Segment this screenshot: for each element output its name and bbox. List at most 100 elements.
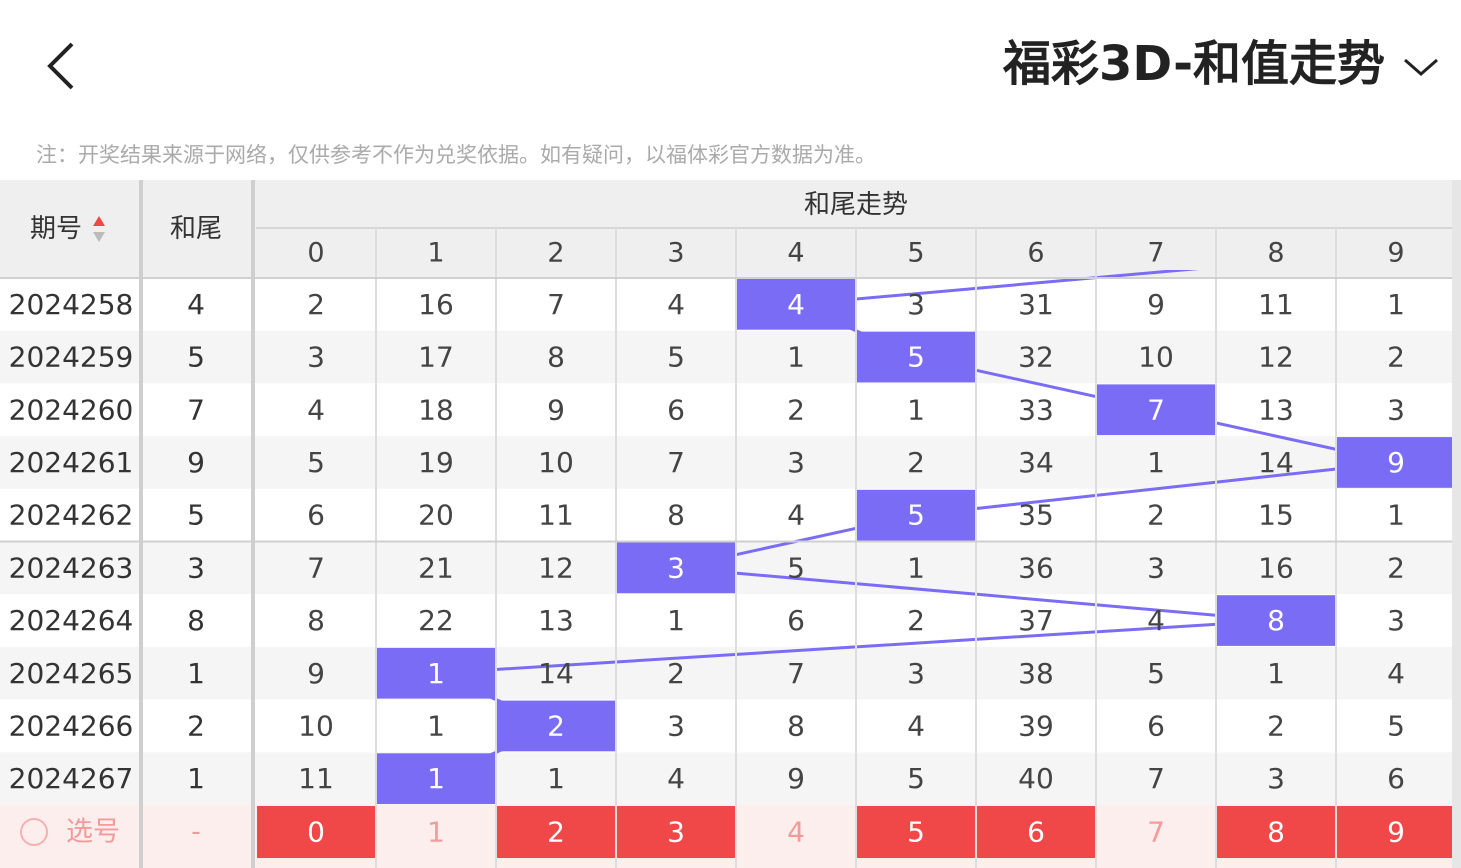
pick-digit[interactable]: 0 (307, 816, 325, 849)
miss-value: 11 (538, 499, 574, 532)
miss-value: 3 (907, 657, 925, 690)
pick-digit[interactable]: 4 (787, 816, 805, 849)
miss-value: 20 (418, 499, 454, 532)
hit-value: 2 (547, 709, 565, 742)
hit-cell (857, 331, 975, 383)
pick-digit[interactable]: 5 (907, 816, 925, 849)
tail: 3 (187, 551, 205, 584)
pick-digit[interactable]: 1 (427, 816, 445, 849)
miss-value: 5 (1147, 657, 1165, 690)
miss-value: 3 (667, 709, 685, 742)
trend-header: 和尾走势 (804, 190, 908, 220)
row-bg (0, 699, 1461, 753)
miss-value: 39 (1018, 709, 1054, 742)
period: 2024261 (9, 446, 134, 479)
digit-header: 6 (1027, 238, 1044, 269)
miss-value: 7 (667, 446, 685, 479)
row-bg (0, 752, 1461, 805)
miss-value: 3 (1387, 604, 1405, 637)
row-bg (0, 436, 1461, 489)
pick-digit[interactable]: 6 (1027, 816, 1045, 849)
miss-value: 4 (1147, 604, 1165, 637)
miss-value: 4 (667, 288, 685, 321)
digit-header: 1 (427, 238, 444, 269)
miss-value: 7 (547, 288, 565, 321)
hit-cell (737, 279, 855, 330)
miss-value: 5 (667, 341, 685, 374)
miss-value: 10 (298, 709, 334, 742)
period: 2024264 (9, 604, 134, 637)
hit-cell (1217, 595, 1335, 646)
miss-value: 2 (907, 446, 925, 479)
miss-value: 13 (538, 604, 574, 637)
miss-value: 14 (538, 657, 574, 690)
selected-cell (497, 806, 615, 858)
miss-value: 11 (1258, 288, 1294, 321)
miss-value: 1 (547, 762, 565, 795)
hit-value: 8 (1267, 604, 1285, 637)
miss-value: 32 (1018, 341, 1054, 374)
back-button[interactable] (47, 42, 74, 90)
miss-value: 4 (307, 393, 325, 426)
period: 2024267 (9, 762, 134, 795)
page-title[interactable]: 福彩3D-和值走势 (1002, 36, 1385, 92)
selected-cell (857, 806, 975, 858)
sort-down (93, 232, 105, 242)
miss-value: 7 (307, 551, 325, 584)
miss-value: 6 (307, 499, 325, 532)
period: 2024258 (9, 288, 134, 321)
selected-cell (977, 806, 1095, 858)
miss-value: 2 (907, 604, 925, 637)
hit-cell (1337, 437, 1455, 488)
hit-value: 1 (427, 762, 445, 795)
select-toggle[interactable] (20, 818, 48, 846)
tail: 1 (187, 762, 205, 795)
hit-value: 7 (1147, 393, 1165, 426)
sep-tail (251, 180, 255, 868)
hit-cell (497, 700, 615, 752)
title-dropdown[interactable] (1404, 58, 1438, 76)
miss-value: 4 (1387, 657, 1405, 690)
miss-value: 1 (787, 341, 805, 374)
miss-value: 8 (667, 499, 685, 532)
selected-cell (1217, 806, 1335, 858)
miss-value: 2 (787, 393, 805, 426)
pick-digit[interactable]: 3 (667, 816, 685, 849)
miss-value: 16 (418, 288, 454, 321)
miss-value: 2 (1387, 341, 1405, 374)
tail: 1 (187, 657, 205, 690)
pick-digit[interactable]: 2 (547, 816, 565, 849)
miss-value: 3 (907, 288, 925, 321)
period: 2024260 (9, 393, 134, 426)
row-bg (0, 278, 1461, 331)
miss-value: 17 (418, 341, 454, 374)
tail: 2 (187, 709, 205, 742)
miss-value: 36 (1018, 551, 1054, 584)
miss-value: 2 (307, 288, 325, 321)
miss-value: 3 (1387, 393, 1405, 426)
pick-digit[interactable]: 8 (1267, 816, 1285, 849)
pick-digit[interactable]: 7 (1147, 816, 1165, 849)
miss-value: 1 (1267, 657, 1285, 690)
miss-value: 6 (1387, 762, 1405, 795)
footer-label: 选号 (66, 817, 120, 848)
digit-header: 8 (1267, 238, 1284, 269)
hit-value: 5 (907, 341, 925, 374)
tail: 8 (187, 604, 205, 637)
miss-value: 3 (307, 341, 325, 374)
hit-value: 4 (787, 288, 805, 321)
pick-digit[interactable]: 9 (1387, 816, 1405, 849)
miss-value: 2 (1147, 499, 1165, 532)
row-bg (0, 488, 1461, 542)
miss-value: 6 (1147, 709, 1165, 742)
sort-up (93, 216, 105, 226)
tail: 9 (187, 446, 205, 479)
miss-value: 19 (418, 446, 454, 479)
period-header: 期号 (30, 214, 82, 244)
miss-value: 6 (667, 393, 685, 426)
digit-header: 7 (1147, 238, 1164, 269)
miss-value: 9 (1147, 288, 1165, 321)
miss-value: 8 (547, 341, 565, 374)
period: 2024263 (9, 551, 134, 584)
